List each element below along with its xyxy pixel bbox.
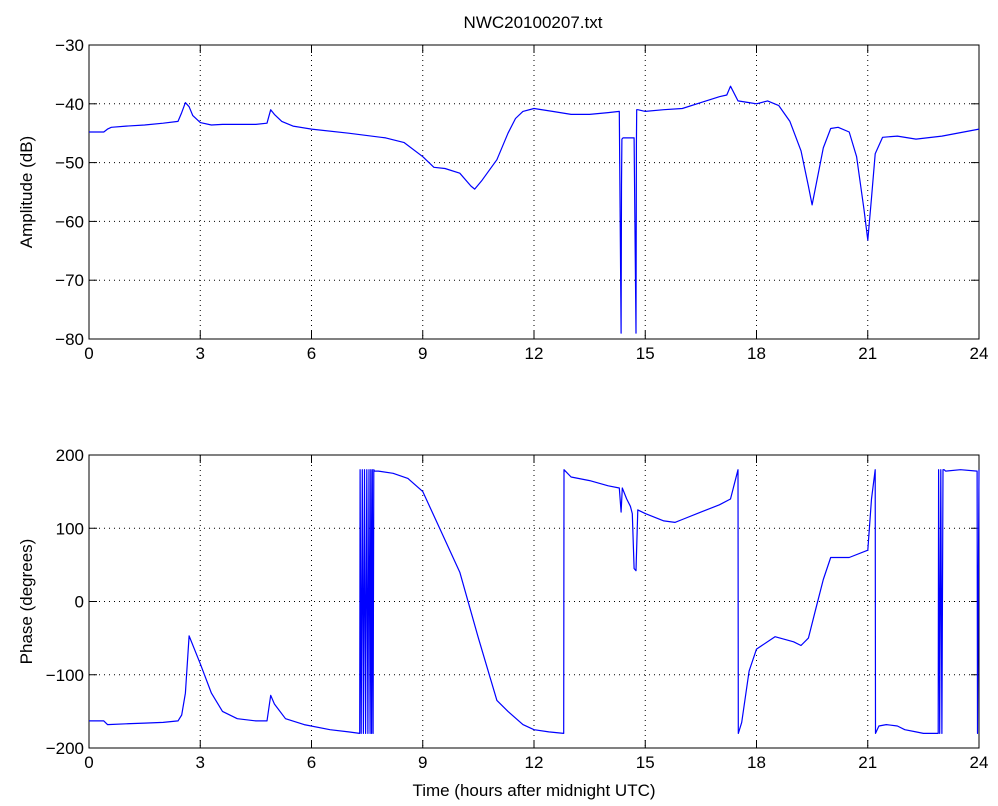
- phase-x-axis-label: Time (hours after midnight UTC): [412, 781, 655, 800]
- phase-x-tick-label: 24: [970, 753, 989, 772]
- amplitude-x-tick-label: 21: [858, 344, 877, 363]
- phase-x-tick-label: 0: [84, 753, 93, 772]
- phase-x-tick-label: 6: [307, 753, 316, 772]
- phase-y-tick-label: −200: [46, 739, 84, 758]
- phase-y-tick-label: 0: [75, 593, 84, 612]
- amplitude-plot: 0 3 6 9 12 15 18 21 24 −80 −70 −60 −50 −40 −30 Amplitud…: [17, 36, 988, 363]
- phase-y-axis-label: Phase (degrees): [17, 539, 36, 665]
- phase-x-tick-label: 15: [636, 753, 655, 772]
- amplitude-y-tick-label: −30: [55, 36, 84, 55]
- phase-y-tick-label: −100: [46, 666, 84, 685]
- phase-series-line: [89, 469, 980, 735]
- phase-plot: 0 3 6 9 12 15 18 21 24 −200 −100 0 100 200 Phase (degr…: [17, 446, 988, 800]
- amplitude-x-tick-label: 15: [636, 344, 655, 363]
- amplitude-y-tick-label: −60: [55, 212, 84, 231]
- amplitude-x-tick-label: 12: [525, 344, 544, 363]
- amplitude-x-tick-label: 18: [747, 344, 766, 363]
- amplitude-x-tick-label: 6: [307, 344, 316, 363]
- phase-x-tick-label: 12: [525, 753, 544, 772]
- amplitude-y-tick-label: −40: [55, 95, 84, 114]
- phase-y-tick-label: 200: [56, 446, 84, 465]
- phase-y-tick-label: 100: [56, 519, 84, 538]
- amplitude-y-tick-label: −80: [55, 330, 84, 349]
- amplitude-x-tick-label: 24: [970, 344, 989, 363]
- amplitude-y-axis-label: Amplitude (dB): [17, 136, 36, 248]
- amplitude-axes-frame: [88, 44, 980, 340]
- amplitude-x-tick-label: 9: [418, 344, 427, 363]
- amplitude-series-line: [89, 85, 980, 334]
- phase-x-tick-label: 18: [747, 753, 766, 772]
- amplitude-x-tick-label: 0: [84, 344, 93, 363]
- amplitude-x-tick-label: 3: [196, 344, 205, 363]
- chart-title: NWC20100207.txt: [464, 13, 603, 32]
- amplitude-y-tick-label: −50: [55, 154, 84, 173]
- phase-x-tick-label: 21: [858, 753, 877, 772]
- amplitude-y-tick-label: −70: [55, 271, 84, 290]
- phase-x-tick-label: 3: [196, 753, 205, 772]
- phase-x-tick-label: 9: [418, 753, 427, 772]
